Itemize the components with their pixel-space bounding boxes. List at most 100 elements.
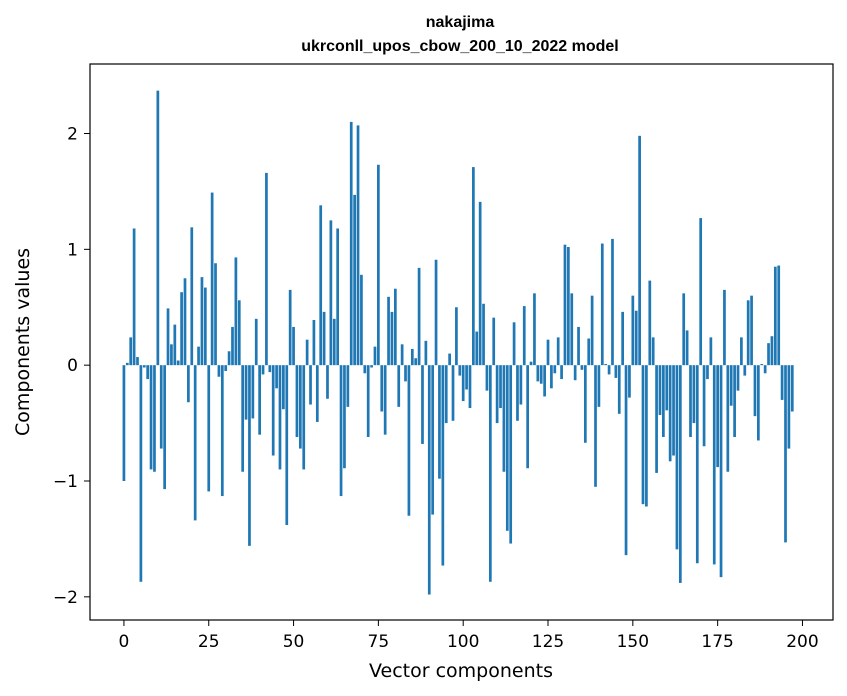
bar-92 (434, 259, 438, 366)
x-tick-label: 175 (701, 632, 733, 652)
bar-94 (441, 365, 445, 566)
bar-64 (339, 365, 343, 497)
bar-171 (702, 365, 706, 447)
bar-29 (220, 365, 224, 497)
bar-188 (760, 364, 764, 366)
bar-177 (723, 289, 726, 366)
x-tick-label: 100 (447, 632, 479, 652)
bar-33 (234, 257, 238, 366)
bar-47 (282, 365, 285, 410)
bar-146 (617, 365, 621, 414)
bar-147 (621, 311, 625, 366)
bars-group (122, 90, 794, 595)
bar-14 (170, 344, 173, 366)
bar-161 (668, 365, 672, 462)
bar-11 (159, 365, 163, 449)
bar-79 (390, 311, 394, 366)
bar-22 (197, 346, 200, 366)
bar-65 (343, 365, 346, 469)
bar-168 (692, 365, 696, 424)
bar-116 (516, 365, 519, 421)
bar-159 (662, 365, 665, 437)
bar-155 (648, 280, 652, 366)
bar-88 (421, 365, 424, 444)
bar-144 (611, 238, 614, 366)
bar-142 (604, 364, 608, 366)
x-tick-label: 150 (617, 632, 649, 652)
bar-16 (176, 360, 180, 366)
bar-165 (682, 293, 686, 366)
bar-73 (370, 365, 373, 368)
bar-31 (227, 351, 231, 366)
bar-139 (594, 365, 597, 487)
bar-137 (587, 338, 591, 366)
bar-169 (695, 365, 699, 564)
bar-74 (373, 346, 377, 366)
bar-98 (455, 307, 458, 366)
bar-130 (563, 244, 567, 366)
y-tick-label: 0 (67, 356, 78, 376)
bar-3 (132, 228, 136, 366)
bar-81 (397, 365, 401, 407)
bar-180 (733, 365, 736, 437)
bar-12 (163, 365, 166, 490)
bar-167 (689, 365, 692, 437)
bar-28 (217, 365, 221, 377)
bar-1 (125, 362, 129, 366)
bar-181 (736, 365, 740, 391)
bar-148 (624, 365, 628, 556)
bar-54 (305, 339, 309, 366)
bar-42 (265, 172, 268, 366)
x-tick-label: 200 (786, 632, 818, 652)
y-tick-label: −2 (53, 588, 78, 608)
bar-135 (580, 365, 584, 370)
bar-69 (356, 125, 360, 366)
bar-9 (153, 365, 156, 472)
bar-178 (726, 365, 730, 472)
bar-5 (139, 365, 143, 582)
x-tick-label: 75 (368, 632, 390, 652)
bar-52 (298, 365, 302, 449)
bar-96 (448, 353, 451, 366)
y-tick-label: −1 (53, 472, 78, 492)
bar-151 (634, 310, 638, 366)
bar-62 (332, 318, 336, 366)
bar-85 (410, 348, 414, 366)
bar-176 (719, 365, 723, 578)
bar-164 (678, 365, 682, 583)
bar-172 (706, 365, 709, 380)
bar-126 (550, 365, 553, 389)
bar-20 (190, 227, 194, 366)
bar-183 (743, 365, 747, 376)
x-axis: 0 25 50 75 100 125 150 175 200 (119, 620, 819, 652)
bar-93 (438, 365, 441, 479)
bar-117 (519, 365, 523, 405)
bar-119 (526, 365, 530, 469)
bar-163 (675, 365, 679, 550)
bar-77 (383, 365, 387, 435)
bar-46 (278, 365, 282, 470)
bar-158 (658, 365, 662, 415)
bar-118 (522, 306, 526, 366)
bar-41 (261, 365, 265, 375)
bar-185 (750, 295, 753, 366)
bar-124 (543, 365, 546, 397)
chart-title: nakajima (426, 14, 495, 31)
bar-173 (709, 337, 713, 366)
bar-131 (567, 247, 570, 366)
bar-134 (577, 326, 580, 366)
bar-184 (746, 300, 750, 366)
bar-70 (360, 274, 363, 366)
y-axis-label: Components values (12, 248, 34, 436)
bar-25 (207, 365, 211, 492)
bar-138 (590, 295, 594, 366)
bar-90 (427, 365, 431, 595)
bar-103 (472, 167, 475, 366)
bar-45 (275, 365, 278, 389)
bar-55 (309, 365, 312, 405)
bar-49 (288, 289, 292, 366)
bar-2 (129, 337, 133, 366)
bar-143 (607, 365, 611, 375)
bar-53 (302, 365, 306, 470)
